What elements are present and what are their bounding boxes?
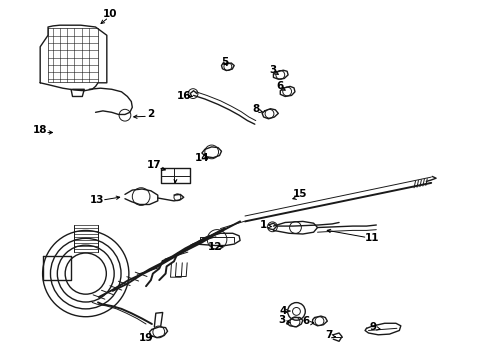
Text: 13: 13 bbox=[90, 195, 104, 205]
Text: 19: 19 bbox=[139, 333, 153, 343]
Text: 6: 6 bbox=[303, 316, 310, 326]
Text: 3: 3 bbox=[278, 315, 285, 325]
Text: 2: 2 bbox=[147, 109, 154, 120]
Text: 4: 4 bbox=[279, 306, 287, 316]
Text: 10: 10 bbox=[103, 9, 118, 19]
Text: 16: 16 bbox=[177, 91, 192, 102]
Text: 17: 17 bbox=[147, 160, 162, 170]
Text: 7: 7 bbox=[325, 330, 333, 340]
Text: 3: 3 bbox=[270, 65, 277, 75]
Text: 11: 11 bbox=[365, 233, 380, 243]
Text: 1: 1 bbox=[260, 220, 267, 230]
Text: 15: 15 bbox=[293, 189, 307, 199]
Text: 8: 8 bbox=[252, 104, 259, 114]
Text: 18: 18 bbox=[33, 125, 48, 135]
Text: 9: 9 bbox=[370, 322, 377, 332]
Text: 5: 5 bbox=[221, 57, 228, 67]
Text: 14: 14 bbox=[195, 153, 209, 163]
Text: 12: 12 bbox=[207, 242, 222, 252]
Text: 6: 6 bbox=[277, 81, 284, 91]
